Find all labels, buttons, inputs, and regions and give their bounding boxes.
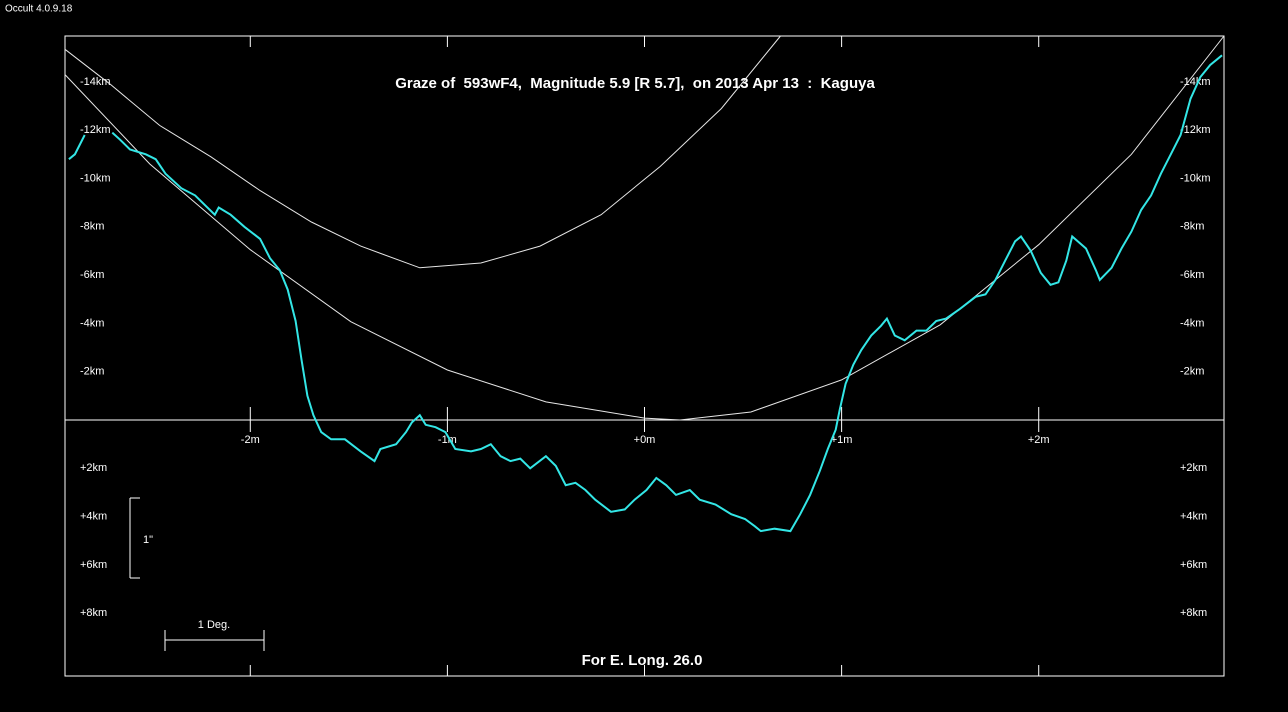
y-tick-label: -8km [1180,221,1204,233]
y-tick-label: +6km [80,559,107,571]
x-tick-label: +2m [1028,434,1050,446]
y-tick-label: -14km [1180,76,1211,88]
y-tick-label: -4km [1180,317,1204,329]
profile-line [68,54,1223,533]
y-tick-label: +4km [1180,511,1207,523]
x-tick-label: -2m [241,434,260,446]
y-tick-label: -6km [1180,269,1204,281]
scale-label: 1 Deg. [198,619,230,631]
app-label: Occult 4.0.9.18 [5,4,73,15]
limit-line [64,35,781,269]
y-tick-label: +2km [1180,462,1207,474]
footer: For E. Long. 26.0 [582,652,703,669]
y-tick-label: +4km [80,511,107,523]
x-tick-label: +0m [634,434,656,446]
y-tick-label: -12km [1180,124,1211,136]
y-tick-label: -10km [1180,172,1211,184]
plot-frame [64,35,1225,677]
y-tick-label: -2km [1180,366,1204,378]
scale-label: 1" [143,534,153,546]
y-tick-label: -12km [80,124,111,136]
vertical-scale-bar: 1" [129,497,153,579]
y-tick-label: -4km [80,317,104,329]
y-tick-label: -10km [80,172,111,184]
horizontal-scale-bar: 1 Deg. [164,619,265,651]
y-tick-label: +6km [1180,559,1207,571]
y-tick-label: +8km [1180,607,1207,619]
y-tick-label: -8km [80,221,104,233]
y-tick-label: -2km [80,366,104,378]
y-tick-label: +8km [80,607,107,619]
y-tick-label: -6km [80,269,104,281]
x-tick-label: +1m [831,434,853,446]
limit-line [64,35,1225,421]
y-tick-label: -14km [80,76,111,88]
chart-title: Graze of 593wF4, Magnitude 5.9 [R 5.7], … [395,75,875,92]
y-tick-label: +2km [80,462,107,474]
